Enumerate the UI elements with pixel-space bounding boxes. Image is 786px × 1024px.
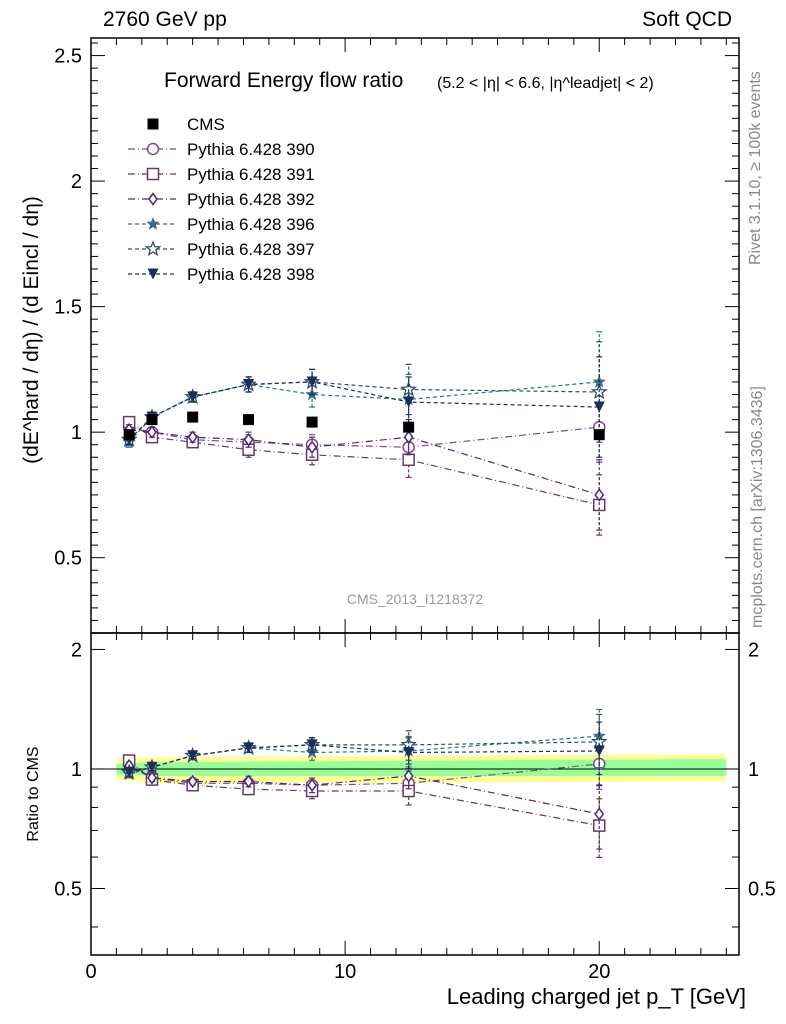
point-p398-ratio [146,761,158,773]
x-axis-label: Leading charged jet p_T [GeV] [447,984,746,1009]
point-cms-main [187,411,199,423]
legend-entry-p398: Pythia 6.428 398 [128,265,315,284]
chart-title-cut: (5.2 < |η| < 6.6, |η^leadjet| < 2) [437,75,654,92]
y-tick-label-main: 1 [71,422,82,444]
y-tick-label-ratio-right: 2 [748,639,759,661]
point-p392-main [307,440,318,454]
series-p397 [120,341,608,780]
legend-marker-p398 [147,268,159,280]
chart-title: Forward Energy flow ratio [164,69,403,92]
y-tick-label-main: 2 [71,171,82,193]
y-tick-label-ratio-left: 2 [71,639,82,661]
series-p398 [123,356,605,787]
point-p398-main [593,401,605,413]
point-p392-main [187,430,198,444]
line-p391-main [128,421,600,506]
y-tick-label-ratio-left: 0.5 [54,878,82,900]
point-p392-main [594,488,605,502]
point-p398-ratio [187,750,199,762]
legend-marker-p397 [144,240,162,257]
legend-marker-p396 [146,217,160,230]
legend-label-p391: Pythia 6.428 391 [187,165,315,184]
y-axis-label-main: (dE^hard / dη) / (d Eincl / dη) [20,196,43,464]
point-p392-ratio [243,774,254,789]
legend-marker-p390 [146,142,160,156]
axis-ticks [90,38,739,955]
legend-marker-cms [147,118,159,130]
y-tick-label-main: 2.5 [54,46,82,68]
point-p398-ratio [123,766,135,778]
axis-tick-labels: 0 10 20 0.5 1 1.5 2 2.5 0.5 0.5 1 1 2 2 [54,46,776,983]
ratio-band-green [116,758,727,777]
header-left: 2760 GeV pp [103,8,227,31]
legend-marker-p391 [146,167,160,181]
y-tick-label-ratio-right: 1 [748,759,759,781]
legend-label-p398: Pythia 6.428 398 [187,265,315,284]
point-p398-ratio [403,747,415,759]
legend-entry-cms: CMS [147,115,225,134]
legend-entry-p392: Pythia 6.428 392 [128,190,315,209]
header-right: Soft QCD [642,8,732,31]
point-p398-ratio [593,745,605,757]
legend-entry-p390: Pythia 6.428 390 [128,140,315,159]
y-tick-label-ratio-left: 1 [71,759,82,781]
point-p392-main [403,430,414,444]
point-p398-main [243,378,255,390]
y-tick-label-main: 0.5 [54,548,82,570]
point-p398-ratio [243,742,255,754]
legend-entry-p397: Pythia 6.428 397 [128,240,315,259]
point-p392-main [243,432,254,447]
point-cms-main [146,414,158,426]
x-tick-label: 20 [588,961,610,983]
point-cms-main [123,429,135,441]
legend-label-p396: Pythia 6.428 396 [187,215,315,234]
line-p392-main [129,429,600,496]
series-layer [120,331,608,859]
plot-frames [90,37,740,956]
point-p392-ratio [307,778,318,793]
x-tick-label: 10 [334,961,356,983]
point-cms-main [593,429,605,441]
line-p397-main [128,381,600,441]
point-p392-main [147,425,157,439]
watermark: CMS_2013_I1218372 [347,591,483,607]
ratio-uncertainty-bands [91,754,739,784]
y-tick-label-ratio-right: 0.5 [748,878,776,900]
legend-marker-p392 [148,192,158,206]
y-axis-label-ratio: Ratio to CMS [25,746,42,841]
point-p398-main [306,376,318,388]
point-p392-ratio [147,771,157,785]
legend-label-p390: Pythia 6.428 390 [187,140,315,159]
series-cms [123,411,605,441]
point-p392-ratio [187,774,198,789]
point-p398-ratio [306,739,318,751]
y-tick-label-main: 1.5 [54,297,82,319]
x-tick-label: 0 [85,961,96,983]
point-p391-main [402,453,415,467]
legend-label-p397: Pythia 6.428 397 [187,240,315,259]
point-cms-main [306,416,318,428]
point-cms-main [243,414,255,426]
legend-entry-p391: Pythia 6.428 391 [128,165,315,184]
legend-label-p392: Pythia 6.428 392 [187,190,315,209]
series-p391 [122,415,606,859]
point-p398-main [187,391,199,403]
point-p391-ratio [402,784,415,798]
point-p398-main [403,396,415,408]
point-cms-main [403,421,415,433]
point-p397-main [400,380,417,397]
point-p392-ratio [594,807,605,821]
legend-label-cms: CMS [187,115,225,134]
legend: CMS Pythia 6.428 390 Pythia 6.428 391 Pythi… [128,115,315,284]
legend-entry-p396: Pythia 6.428 396 [128,215,315,234]
point-p392-ratio [403,769,414,783]
